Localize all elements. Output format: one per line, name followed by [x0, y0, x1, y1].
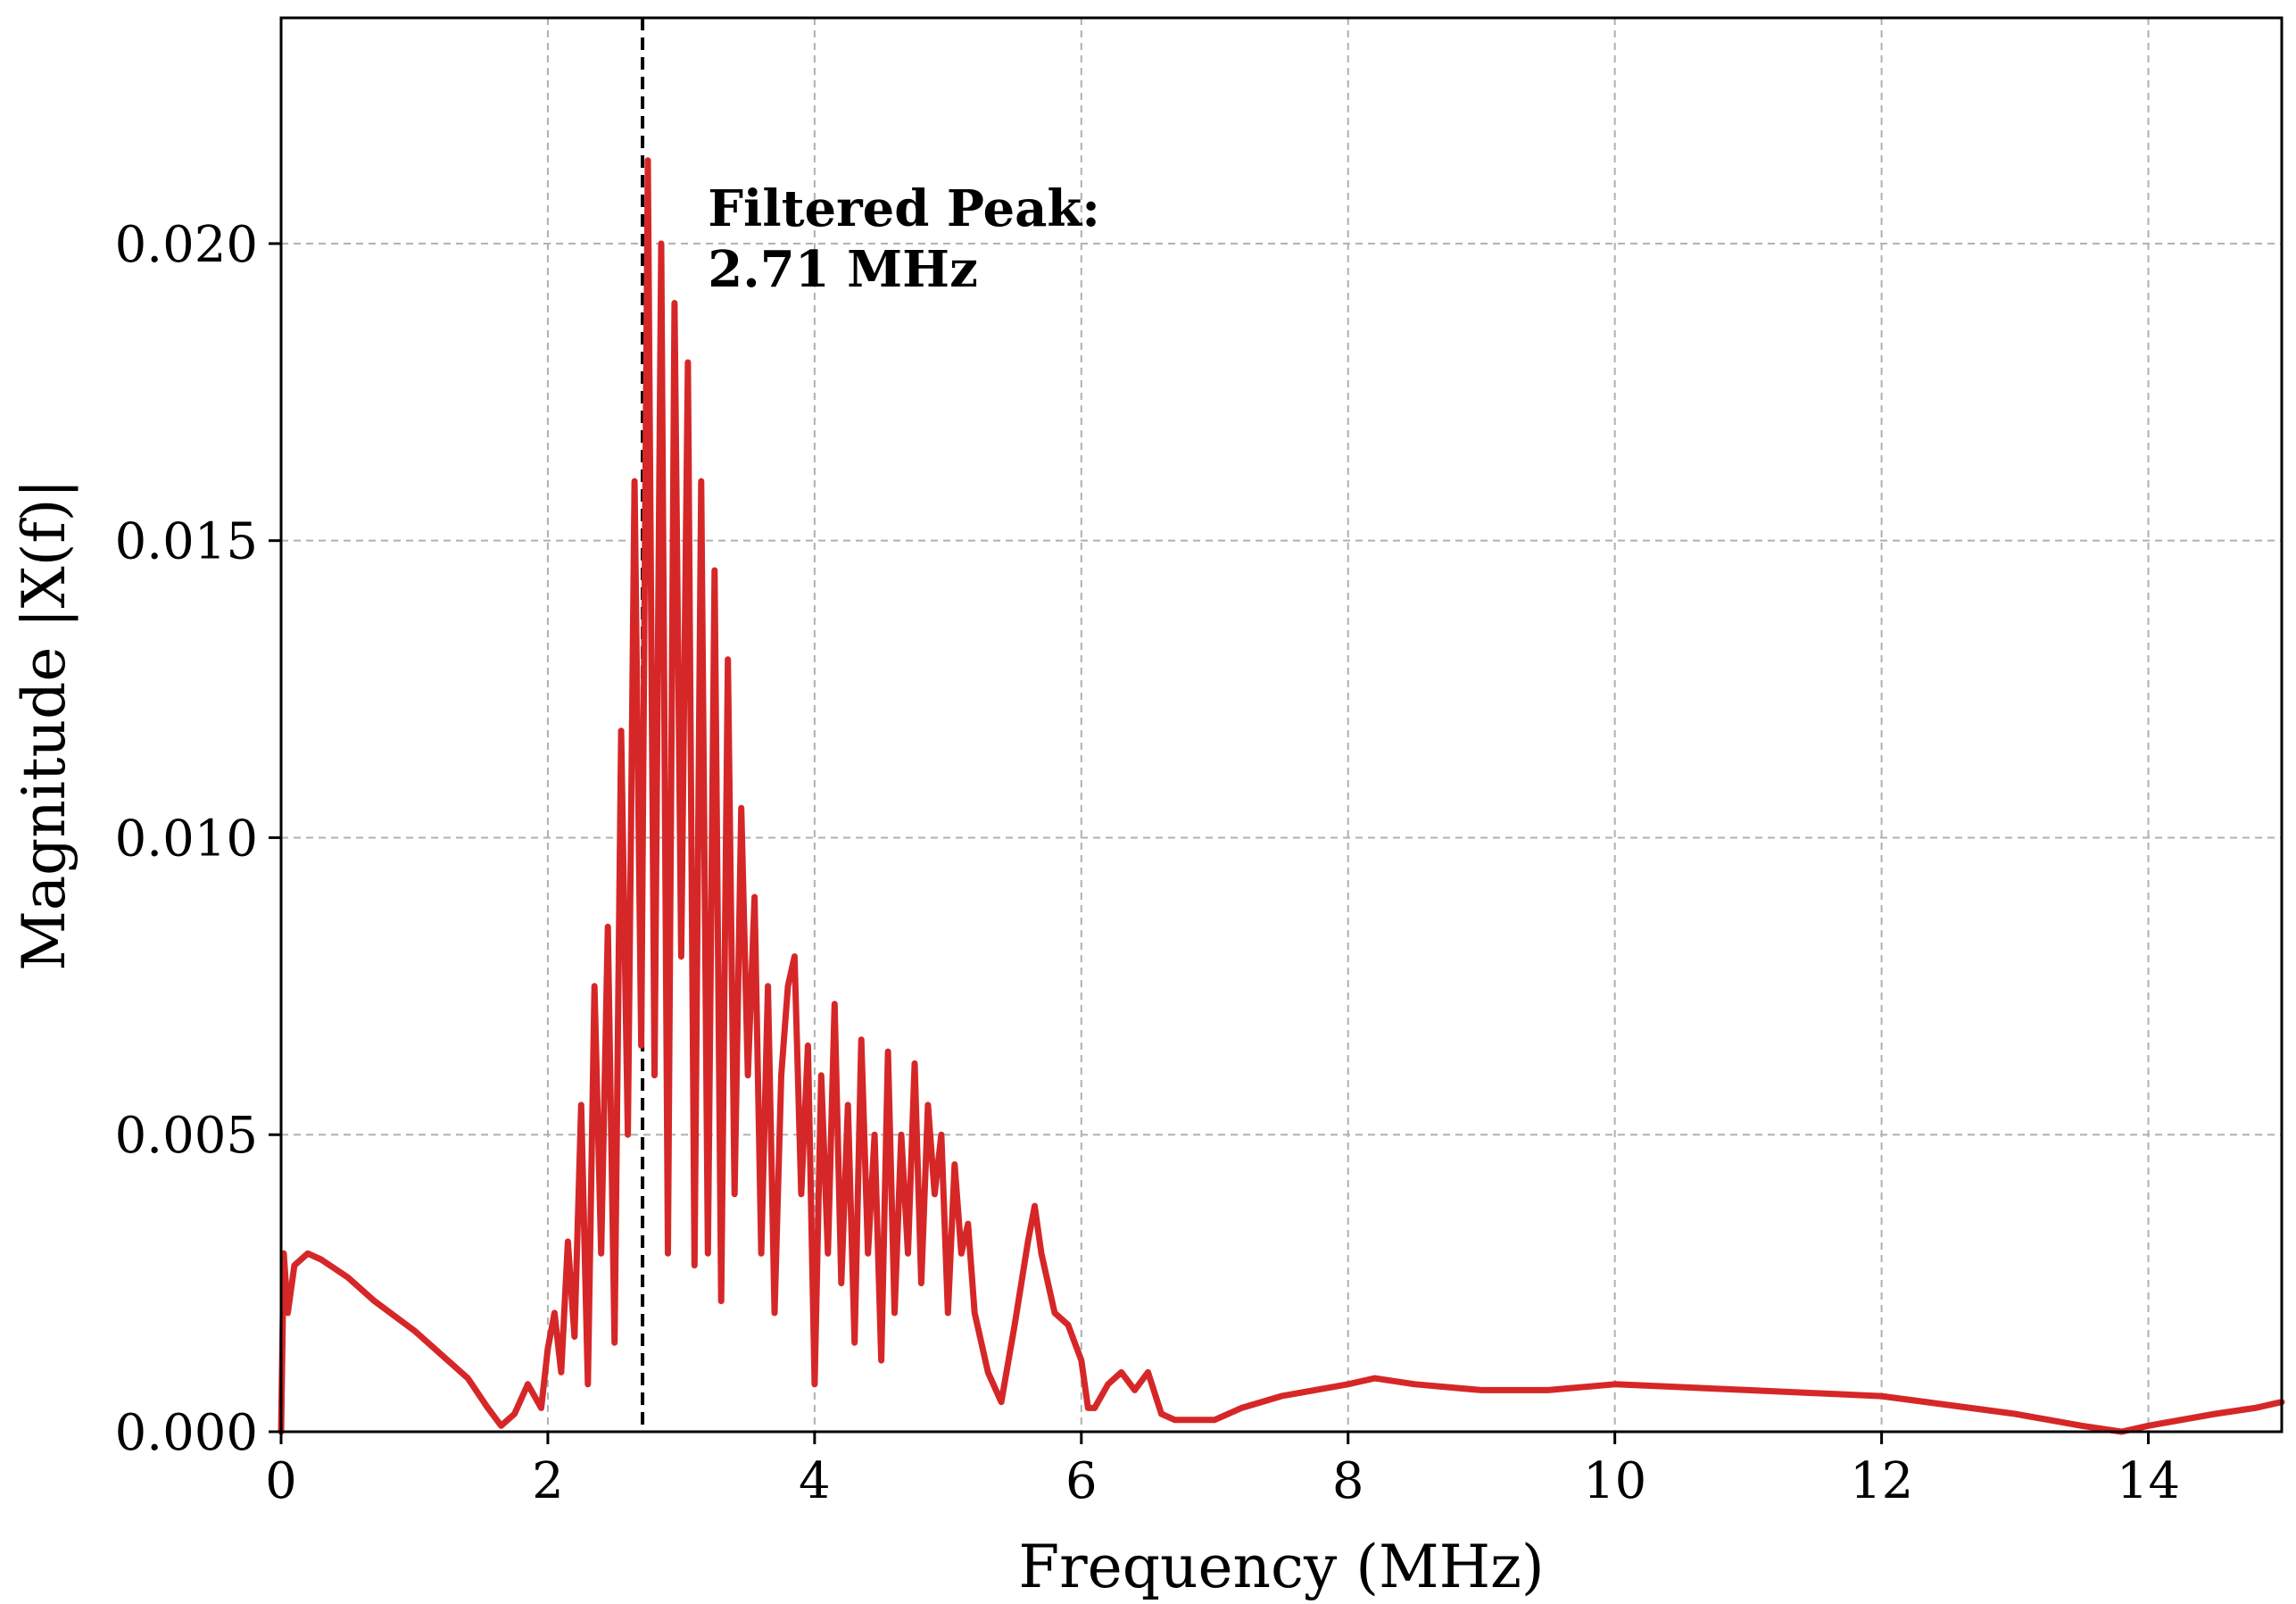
y-tick-label: 0.010: [115, 810, 258, 868]
grid: [281, 18, 2282, 1432]
x-tick-label: 2: [532, 1452, 564, 1510]
y-tick-label: 0.015: [115, 513, 258, 571]
x-tick-label: 6: [1065, 1452, 1098, 1510]
y-tick-label: 0.005: [115, 1107, 258, 1165]
y-tick-label: 0.000: [115, 1404, 258, 1462]
peak-annotation-line1: Filtered Peak:: [708, 179, 1100, 238]
series-line: [278, 157, 2285, 1435]
x-tick-label: 4: [799, 1452, 831, 1510]
plot-frame: [279, 16, 2284, 1434]
annotation-group: Filtered Peak: 2.71 MHz: [708, 179, 1100, 299]
x-tick-label: 12: [1850, 1452, 1913, 1510]
ticks-group: 0 2 4 6 8 10 12 14 0.000 0.005 0.010 0.015 0.020: [115, 216, 2180, 1510]
x-tick-label: 8: [1332, 1452, 1364, 1510]
series-group: [278, 157, 2285, 1435]
x-axis-label: Frequency (MHz): [1018, 1533, 1544, 1601]
y-tick-label: 0.020: [115, 216, 258, 274]
y-axis-label: Magnitude |X(f)|: [10, 478, 79, 971]
x-tick-label: 14: [2117, 1452, 2180, 1510]
x-tick-label: 10: [1583, 1452, 1646, 1510]
x-tick-label: 0: [265, 1452, 297, 1510]
peak-annotation-line2: 2.71 MHz: [708, 240, 978, 299]
